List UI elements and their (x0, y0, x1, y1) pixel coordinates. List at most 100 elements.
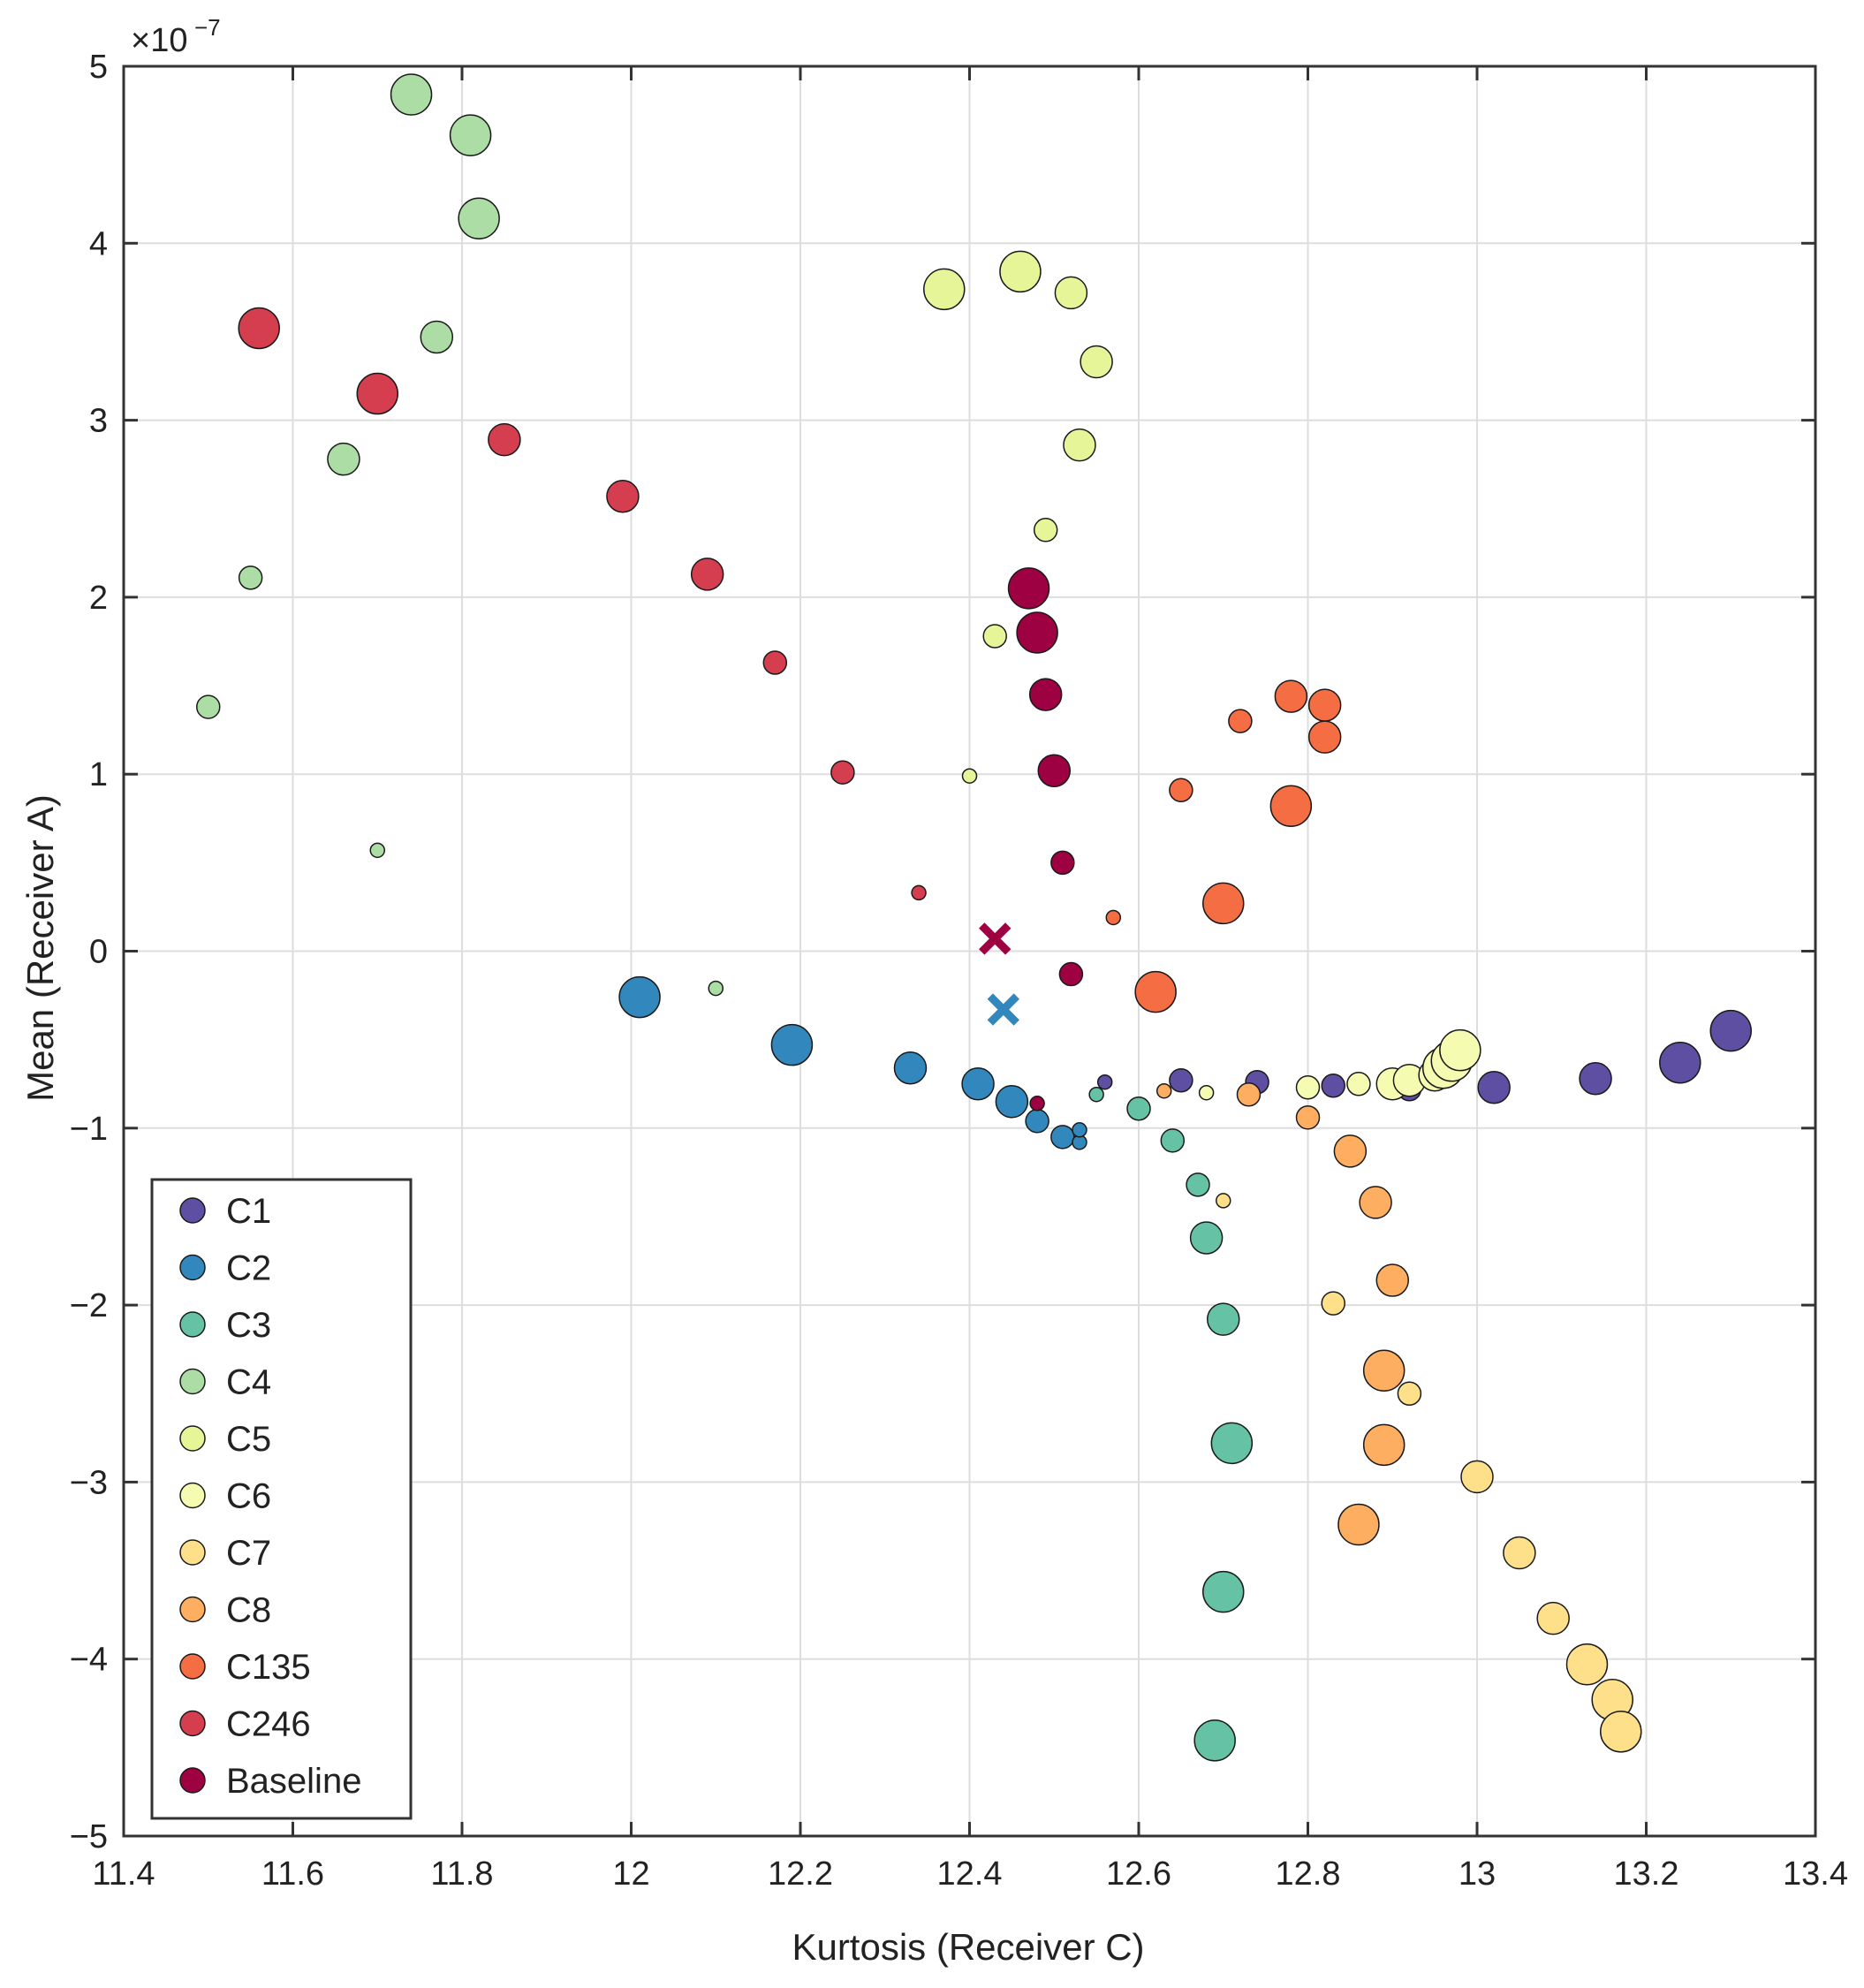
legend-label: C1 (226, 1192, 271, 1231)
legend-label: C2 (226, 1249, 271, 1288)
point-c4 (238, 565, 263, 590)
legend-swatch (179, 1197, 206, 1224)
point-c135 (1169, 778, 1193, 802)
point-c5 (999, 250, 1042, 293)
point-c135 (1202, 882, 1245, 925)
baseline-centroid-x-marker (979, 922, 1012, 955)
point-c135 (1307, 688, 1342, 722)
point-c1 (1709, 1009, 1752, 1052)
point-c5 (923, 268, 966, 311)
legend-swatch (179, 1368, 206, 1395)
point-c1 (1477, 1070, 1511, 1104)
legend-label: C135 (226, 1648, 311, 1687)
legend-entry-c135: C135 (179, 1648, 311, 1687)
y-tick-label: −4 (70, 1642, 108, 1679)
point-c7 (1397, 1381, 1422, 1406)
point-c2 (1025, 1109, 1049, 1134)
legend-entry-c7: C7 (179, 1534, 271, 1573)
legend-swatch (179, 1311, 206, 1338)
x-tick-label: 13 (1459, 1855, 1496, 1893)
legend-label: Baseline (226, 1762, 361, 1801)
point-c1 (1659, 1041, 1701, 1084)
y-tick-label: −2 (70, 1287, 108, 1324)
legend: C1 C2 C3 C4 C5 C6 C7 C8 C135 C246 Baseline (150, 1178, 413, 1820)
point-c4 (458, 197, 500, 240)
point-c3 (1088, 1086, 1104, 1103)
legend-entry-c2: C2 (179, 1249, 271, 1288)
legend-label: C7 (226, 1534, 271, 1573)
x-axis-label: Kurtosis (Receiver C) (792, 1926, 1144, 1968)
x-marker-stroke (979, 922, 1012, 955)
legend-label: C4 (226, 1363, 271, 1402)
point-c4 (420, 320, 454, 354)
y-tick-label: 0 (89, 934, 108, 971)
y-tick-label: 3 (89, 403, 108, 440)
point-c2 (1050, 1125, 1075, 1150)
x-marker-stroke (987, 993, 1019, 1026)
legend-entry-c5: C5 (179, 1420, 271, 1459)
y-tick-label: −1 (70, 1111, 108, 1148)
x-tick-labels: 11.4 11.6 11.8 12 12.2 12.4 12.6 12.8 13 13.2 13.4 (92, 1855, 1848, 1893)
point-c3 (1189, 1221, 1224, 1255)
x-tick-label: 12.8 (1276, 1855, 1341, 1893)
point-c3 (1160, 1128, 1186, 1153)
x-tick-label: 11.6 (261, 1855, 324, 1893)
point-c6 (1295, 1074, 1321, 1100)
x-tick-label: 12.2 (768, 1855, 833, 1893)
point-c4 (708, 980, 724, 997)
point-c8 (1295, 1105, 1321, 1130)
point-c6 (1198, 1084, 1215, 1101)
point-c8 (1362, 1423, 1406, 1467)
axis-ticks (122, 64, 1817, 1838)
point-c1 (1169, 1067, 1193, 1093)
point-c135 (1269, 785, 1313, 828)
y-tick-label: 5 (89, 49, 108, 86)
point-c2 (1072, 1122, 1087, 1138)
point-baseline (1037, 754, 1071, 787)
point-c135 (1228, 709, 1253, 733)
point-c5 (1080, 345, 1113, 379)
legend-swatch (179, 1425, 206, 1452)
x-tick-label: 13.4 (1783, 1855, 1848, 1893)
point-baseline (1029, 1096, 1045, 1112)
point-c6 (1439, 1028, 1481, 1072)
point-c5 (1054, 276, 1088, 310)
legend-entry-baseline: Baseline (179, 1762, 361, 1801)
point-c135 (1134, 970, 1177, 1013)
point-c7 (1536, 1601, 1570, 1635)
point-c246 (606, 479, 640, 513)
point-c1 (1579, 1061, 1612, 1096)
point-c3 (1202, 1570, 1245, 1613)
point-c8 (1359, 1186, 1392, 1219)
point-c8 (1362, 1349, 1406, 1392)
legend-label: C8 (226, 1591, 271, 1630)
point-c5 (961, 768, 978, 784)
legend-label: C6 (226, 1477, 271, 1516)
point-c2 (770, 1023, 814, 1066)
x-tick-label: 11.4 (92, 1855, 155, 1893)
point-c7 (1600, 1711, 1642, 1753)
y-tick-label: 2 (89, 580, 108, 617)
legend-swatch (179, 1596, 206, 1623)
point-c8 (1333, 1134, 1368, 1168)
legend-items: C1 C2 C3 C4 C5 C6 C7 C8 C135 C246 Baseline (179, 1192, 361, 1801)
point-c1 (1096, 1074, 1113, 1090)
point-c135 (1105, 909, 1122, 926)
point-c246 (762, 650, 788, 675)
legend-entry-c246: C246 (179, 1705, 311, 1744)
y-tick-label: −5 (70, 1818, 108, 1855)
legend-entry-c1: C1 (179, 1192, 271, 1231)
x-tick-label: 12.6 (1106, 1855, 1171, 1893)
point-c1 (1321, 1073, 1345, 1098)
x-tick-label: 13.2 (1614, 1855, 1679, 1893)
legend-swatch (179, 1653, 206, 1680)
point-c2 (961, 1066, 995, 1101)
point-c8 (1375, 1263, 1409, 1297)
point-baseline (1016, 611, 1058, 654)
point-c2 (893, 1051, 928, 1085)
x-tick-label: 11.8 (430, 1855, 493, 1893)
legend-swatch (179, 1767, 206, 1794)
y-axis-label: Mean (Receiver A) (19, 794, 61, 1102)
point-c3 (1193, 1719, 1236, 1762)
point-baseline (1028, 678, 1063, 711)
